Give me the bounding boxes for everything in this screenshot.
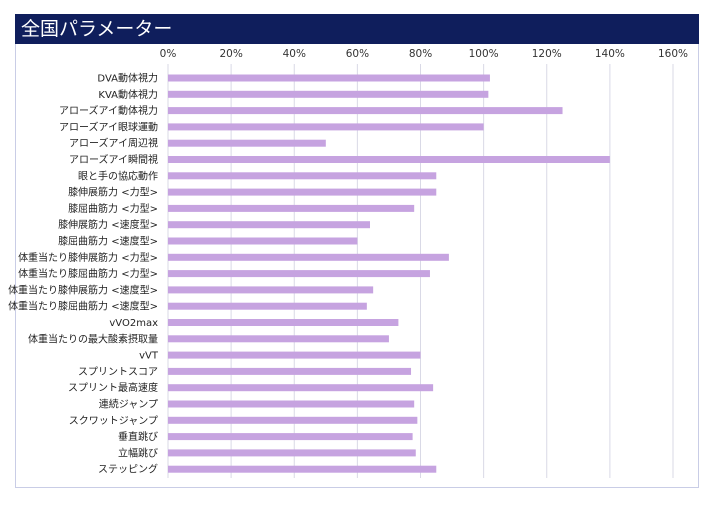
bar: [168, 465, 437, 473]
category-label: 膝伸展筋力 <速度型>: [58, 218, 158, 231]
category-label: 連続ジャンプ: [99, 398, 158, 411]
bar: [168, 335, 389, 343]
bar: [168, 139, 326, 147]
x-tick-label: 20%: [219, 48, 242, 60]
category-label: 体重当たりの最大酸素摂取量: [28, 332, 158, 345]
category-label: ステッピング: [98, 463, 158, 476]
bar: [168, 416, 418, 424]
category-label: アローズアイ眼球運動: [59, 120, 158, 133]
category-label: アローズアイ周辺視: [69, 137, 158, 150]
bar: [168, 270, 430, 278]
category-labels: DVA動体視力 KVA動体視力アローズアイ動体視力アローズアイ眼球運動アローズアイ…: [8, 72, 159, 476]
category-label: 眼と手の協応動作: [78, 169, 158, 182]
bar: [168, 286, 374, 294]
bar: [168, 449, 416, 457]
bar: [168, 319, 399, 326]
bar: [168, 221, 370, 229]
category-label: 垂直跳び: [118, 430, 158, 443]
bar: [168, 433, 413, 441]
category-label: vVT: [139, 351, 159, 362]
bar: [168, 237, 358, 245]
x-tick-label: 100%: [469, 48, 499, 60]
category-label: 体重当たり膝伸展筋力 <速度型>: [8, 283, 158, 296]
bar: [168, 188, 437, 196]
bar: [168, 367, 412, 375]
bar: [168, 253, 449, 261]
bar: [168, 107, 563, 115]
bars: [168, 74, 610, 473]
page-title: 全国パラメーター: [21, 18, 173, 40]
x-tick-label: 80%: [409, 48, 432, 60]
category-label: スクワットジャンプ: [69, 415, 158, 427]
category-label: 膝屈曲筋力 <速度型>: [58, 235, 158, 248]
category-label: アローズアイ動体視力: [59, 104, 158, 117]
x-tick-label: 160%: [658, 48, 688, 60]
category-label: スプリント最高速度: [68, 381, 158, 394]
bar: [168, 204, 415, 212]
bar: [168, 156, 610, 163]
category-label: 体重当たり膝屈曲筋力 <力型>: [18, 267, 158, 280]
category-label: 膝屈曲筋力 <力型>: [68, 202, 158, 215]
category-label: 体重当たり膝伸展筋力 <力型>: [18, 251, 158, 264]
x-tick-label: 140%: [595, 48, 625, 60]
header-bar: 全国パラメーター: [15, 14, 699, 44]
bar: [168, 172, 437, 180]
x-tick-label: 120%: [532, 48, 562, 60]
category-label: 体重当たり膝屈曲筋力 <速度型>: [8, 300, 158, 313]
category-label: アローズアイ瞬間視: [69, 153, 158, 166]
x-tick-label: 40%: [283, 48, 306, 60]
bar: [168, 351, 421, 359]
category-label: 膝伸展筋力 <力型>: [68, 186, 158, 199]
category-label: KVA動体視力: [98, 88, 158, 101]
bar: [168, 302, 367, 310]
x-tick-label: 60%: [346, 48, 369, 60]
x-tick-label: 0%: [160, 48, 177, 60]
category-label: 立幅跳び: [118, 446, 158, 459]
bar: [168, 384, 434, 392]
bar: [168, 400, 415, 408]
bar: [168, 90, 489, 98]
category-label: スプリントスコア: [78, 366, 158, 378]
bar: [168, 123, 484, 131]
bar: [168, 74, 490, 82]
category-label: vVO2max: [109, 318, 158, 329]
category-label: DVA動体視力: [97, 72, 158, 85]
x-axis-ticks: 0% 20% 40% 60% 80% 100% 120% 140% 160%: [160, 48, 688, 60]
